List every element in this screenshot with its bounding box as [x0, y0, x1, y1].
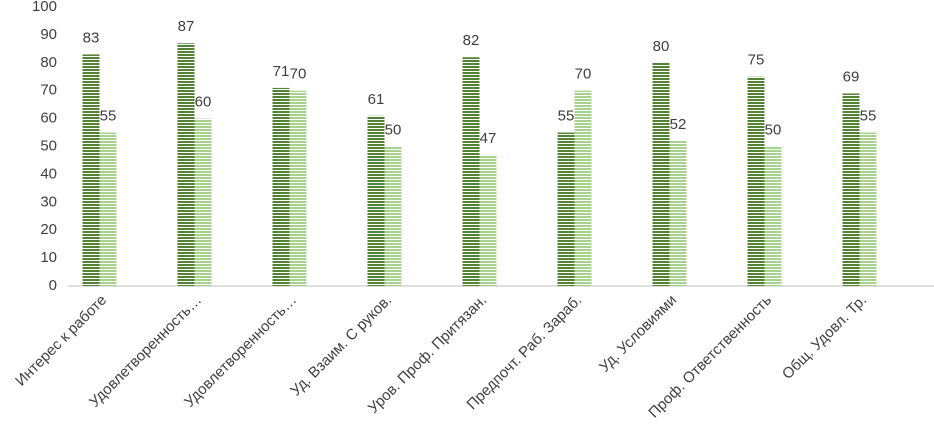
value-label: 71 [273, 63, 290, 80]
value-label: 47 [480, 130, 497, 147]
y-tick-label: 50 [40, 137, 57, 154]
y-tick-label: 60 [40, 110, 57, 127]
y-tick-label: 70 [40, 82, 57, 99]
value-label: 55 [558, 108, 575, 125]
value-label: 60 [195, 94, 212, 111]
bar [384, 146, 402, 286]
value-label: 50 [385, 121, 402, 138]
y-tick-label: 90 [40, 26, 57, 43]
x-tick-label: Уд. Условиями [596, 292, 680, 376]
bar [367, 115, 385, 286]
value-label: 55 [860, 108, 877, 125]
y-tick-label: 40 [40, 165, 57, 182]
value-label: 70 [290, 66, 307, 83]
bar [289, 90, 307, 286]
bar [272, 87, 290, 286]
bar [764, 146, 782, 286]
y-tick-label: 30 [40, 193, 57, 210]
y-tick-label: 100 [32, 0, 57, 15]
y-tick-label: 20 [40, 221, 57, 238]
value-label: 75 [748, 52, 765, 69]
bar [574, 90, 592, 286]
value-label: 70 [575, 66, 592, 83]
value-label: 52 [670, 116, 687, 133]
y-tick-label: 80 [40, 54, 57, 71]
value-label: 61 [368, 91, 385, 108]
x-tick-label: Уд. Взаим. С руков. [287, 292, 395, 400]
x-tick-label: Интерес к работе [12, 292, 110, 390]
bar [194, 118, 212, 286]
value-label: 87 [178, 18, 195, 35]
bar [747, 76, 765, 286]
bar [82, 54, 100, 287]
x-tick-label: Общ. Удовл. Тр. [779, 292, 870, 383]
bar [479, 154, 497, 286]
bar [177, 43, 195, 286]
value-label: 50 [765, 121, 782, 138]
bar [462, 57, 480, 286]
bar [669, 140, 687, 286]
y-tick-label: 10 [40, 249, 57, 266]
bar [652, 62, 670, 286]
value-label: 80 [653, 38, 670, 55]
bar [859, 132, 877, 286]
value-label: 83 [83, 29, 100, 46]
value-label: 69 [843, 68, 860, 85]
bar [99, 132, 117, 286]
value-label: 55 [100, 108, 117, 125]
y-tick-label: 0 [49, 277, 57, 294]
value-label: 82 [463, 32, 480, 49]
bar [842, 93, 860, 287]
bar [557, 132, 575, 286]
